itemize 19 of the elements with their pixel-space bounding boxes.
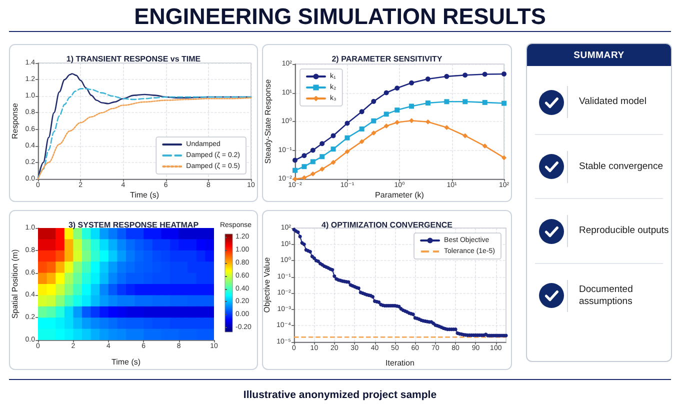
text: Stable convergence <box>579 160 663 173</box>
y-axis-title: Spatial Position (m) <box>10 248 20 319</box>
x-axis-title: Parameter (k) <box>375 190 424 200</box>
x-axis-title: Time (s) <box>130 190 160 200</box>
y-axis-title: Steady-State Response <box>264 78 272 164</box>
text: Documented assumptions <box>579 284 634 308</box>
text: ENGINEERING SIMULATION RESULTS <box>134 4 546 29</box>
x-axis-title: Time (s) <box>111 358 141 366</box>
chart-title: 1) TRANSIENT RESPONSE vs TIME <box>66 54 202 64</box>
chart-title: 4) OPTIMIZATION CONVERGENCE <box>322 220 454 230</box>
chart-title: 3) SYSTEM RESPONSE HEATMAP <box>68 220 200 230</box>
text: SUMMARY <box>574 50 624 60</box>
y-axis-title: Response <box>10 102 20 140</box>
x-axis-title: Iteration <box>386 358 414 368</box>
text: Illustrative anonymized project sample <box>243 389 437 401</box>
text: Validated model <box>579 96 646 108</box>
y-axis-title: Objective Value <box>262 256 272 313</box>
text: Reproducible outputs <box>579 225 669 238</box>
chart-title: 2) PARAMETER SENSITIVITY <box>332 54 443 64</box>
